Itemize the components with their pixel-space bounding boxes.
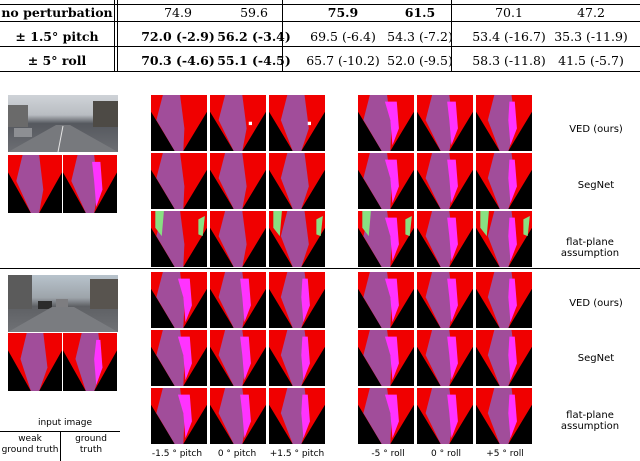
table-cell: 61.5 bbox=[404, 5, 436, 20]
prediction-tile bbox=[417, 95, 473, 151]
prediction-tile bbox=[151, 272, 207, 328]
row-label-pitch: ± 1.5° pitch bbox=[15, 29, 99, 44]
prediction-tile bbox=[210, 95, 266, 151]
prediction-tile bbox=[417, 330, 473, 386]
row-label-roll: ± 5° roll bbox=[27, 53, 87, 68]
prediction-tile bbox=[417, 388, 473, 444]
prediction-tile bbox=[151, 95, 207, 151]
ground-truth-tile bbox=[8, 333, 62, 391]
label-flatplane-top: flat-plane assumption bbox=[560, 237, 620, 259]
row-label-no-perturbation: no perturbation bbox=[1, 5, 113, 20]
prediction-tile bbox=[269, 211, 325, 267]
prediction-tile bbox=[210, 211, 266, 267]
prediction-tile bbox=[151, 388, 207, 444]
table-cell: 41.5 (-5.7) bbox=[558, 53, 624, 68]
prediction-tile bbox=[476, 211, 532, 267]
prediction-tile bbox=[151, 211, 207, 267]
prediction-tile bbox=[358, 211, 414, 267]
table-vrule-d bbox=[451, 0, 452, 72]
prediction-tile bbox=[358, 272, 414, 328]
prediction-tile bbox=[269, 153, 325, 209]
prediction-tile bbox=[358, 95, 414, 151]
ground-truth-tile bbox=[63, 155, 117, 213]
prediction-tile bbox=[269, 272, 325, 328]
legend-divider bbox=[60, 432, 61, 461]
prediction-tile bbox=[476, 330, 532, 386]
prediction-tile bbox=[151, 330, 207, 386]
label-ved-top: VED (ours) bbox=[569, 124, 623, 135]
section-separator bbox=[0, 268, 640, 269]
table-cell: 74.9 bbox=[164, 5, 192, 20]
ground-truth-tile bbox=[63, 333, 117, 391]
table-cell: 69.5 (-6.4) bbox=[310, 29, 376, 44]
table-vrule-a bbox=[114, 0, 115, 72]
prediction-tile bbox=[210, 272, 266, 328]
prediction-tile bbox=[417, 153, 473, 209]
prediction-tile bbox=[269, 95, 325, 151]
prediction-tile bbox=[151, 153, 207, 209]
table-vrule-b bbox=[117, 0, 118, 72]
input-image-bottom bbox=[8, 275, 118, 332]
label-segnet-bottom: SegNet bbox=[577, 353, 615, 364]
prediction-tile bbox=[210, 330, 266, 386]
table-cell: 53.4 (-16.7) bbox=[472, 29, 546, 44]
prediction-tile bbox=[476, 272, 532, 328]
table-cell: 56.2 (-3.4) bbox=[217, 29, 291, 44]
label-flatplane-bottom: flat-plane assumption bbox=[560, 410, 620, 432]
prediction-tile bbox=[358, 388, 414, 444]
table-rule-top bbox=[0, 4, 640, 5]
table-cell: 65.7 (-10.2) bbox=[306, 53, 380, 68]
caption-pitch-plus: +1.5 ° pitch bbox=[269, 449, 325, 459]
caption-roll-plus: +5 ° roll bbox=[486, 449, 524, 459]
table-cell: 52.0 (-9.5) bbox=[387, 53, 453, 68]
table-rule-2 bbox=[0, 46, 640, 47]
weak-ground-truth-label: weak ground truth bbox=[1, 434, 59, 455]
caption-pitch-zero: 0 ° pitch bbox=[217, 449, 257, 459]
table-vrule-c bbox=[282, 0, 283, 72]
prediction-tile bbox=[476, 95, 532, 151]
table-cell: 75.9 bbox=[327, 5, 359, 20]
ground-truth-tile bbox=[8, 155, 62, 213]
table-cell: 72.0 (-2.9) bbox=[141, 29, 215, 44]
table-cell: 70.3 (-4.6) bbox=[141, 53, 215, 68]
table-cell: 55.1 (-4.5) bbox=[217, 53, 291, 68]
legend-rule bbox=[0, 431, 120, 432]
prediction-tile bbox=[417, 272, 473, 328]
prediction-tile bbox=[417, 211, 473, 267]
prediction-tile bbox=[358, 153, 414, 209]
table-cell: 47.2 bbox=[577, 5, 605, 20]
table-cell: 58.3 (-11.8) bbox=[472, 53, 546, 68]
prediction-tile bbox=[476, 388, 532, 444]
prediction-tile bbox=[269, 330, 325, 386]
table-cell: 54.3 (-7.2) bbox=[387, 29, 453, 44]
table-rule-bottom bbox=[0, 71, 640, 72]
prediction-tile bbox=[476, 153, 532, 209]
input-image-label: input image bbox=[37, 418, 93, 428]
prediction-tile bbox=[210, 388, 266, 444]
label-ved-bottom: VED (ours) bbox=[569, 298, 623, 309]
ground-truth-label: ground truth bbox=[75, 434, 107, 455]
results-table: no perturbation ± 1.5° pitch ± 5° roll 7… bbox=[0, 0, 640, 72]
input-image-top bbox=[8, 95, 118, 152]
table-cell: 35.3 (-11.9) bbox=[554, 29, 628, 44]
table-cell: 59.6 bbox=[240, 5, 268, 20]
caption-pitch-minus: -1.5 ° pitch bbox=[151, 449, 203, 459]
prediction-tile bbox=[269, 388, 325, 444]
caption-roll-zero: 0 ° roll bbox=[431, 449, 461, 459]
caption-roll-minus: -5 ° roll bbox=[371, 449, 405, 459]
prediction-tile bbox=[210, 153, 266, 209]
prediction-tile bbox=[358, 330, 414, 386]
label-segnet-top: SegNet bbox=[577, 180, 615, 191]
table-cell: 70.1 bbox=[495, 5, 523, 20]
table-rule-1 bbox=[0, 21, 640, 22]
